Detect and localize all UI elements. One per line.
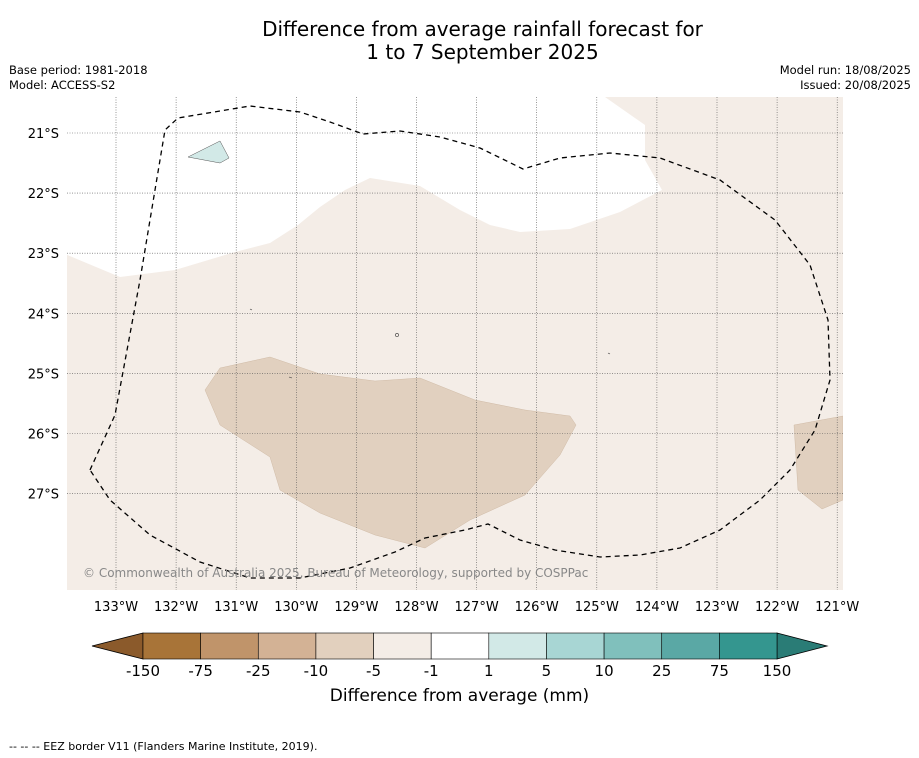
colorbar-label: Difference from average (mm) [329,686,590,706]
colorbar-segment [603,632,663,660]
colorbar-extend-high [776,632,829,660]
colorbar-tick-label: -1 [424,662,439,680]
colorbar-tick-label: 150 [763,662,792,680]
latitude-label: 21°S [28,127,59,142]
colorbar-tick-label: 1 [484,662,494,680]
minor-contours [249,308,611,379]
longitude-label: 126°W [515,600,559,615]
latitude-label: 22°S [28,187,59,202]
latitude-label: 26°S [28,428,59,443]
wet-patch-north [187,140,230,164]
map-area: © Commonwealth of Australia 2025, Bureau… [67,97,843,590]
title-line-2: 1 to 7 September 2025 [366,40,599,64]
colorbar-segment [142,632,201,660]
model-name: Model: ACCESS-S2 [9,78,116,92]
meta-right: Model run: 18/08/2025 Issued: 20/08/2025 [780,63,911,93]
model-run: Model run: 18/08/2025 [779,63,911,77]
colorbar-tick-label: 75 [710,662,729,680]
longitude-label: 132°W [154,600,198,615]
colorbar-segment [546,632,605,660]
dry-region-southwest [204,356,577,549]
colorbar-segment [200,632,259,660]
colorbar-tick-label: -5 [366,662,381,680]
longitude-label: 122°W [755,600,799,615]
longitude-label: 121°W [815,600,859,615]
longitude-label: 127°W [455,600,499,615]
chart-title: Difference from average rainfall forecas… [0,18,919,64]
colorbar-tick-label: 10 [595,662,614,680]
colorbar-tick-label: 5 [542,662,552,680]
colorbar-tick-label: -10 [304,662,329,680]
axis-labels: 133°W 132°W 131°W 130°W 129°W 128°W 127°W 126°W… [28,127,860,615]
colorbar-segment [430,632,490,660]
longitude-label: 128°W [394,600,438,615]
latitude-label: 27°S [28,488,59,503]
eez-footnote: -- -- -- EEZ border V11 (Flanders Marine… [9,740,318,753]
copyright-text: © Commonwealth of Australia 2025, Bureau… [83,566,588,580]
longitude-label: 133°W [94,600,138,615]
colorbar-segment [719,632,778,660]
longitude-label: 130°W [274,600,318,615]
latitude-label: 23°S [28,247,59,262]
longitude-label: 123°W [695,600,739,615]
dry-region-east [793,415,843,510]
colorbar-tick-label: 25 [652,662,671,680]
base-period: Base period: 1981-2018 [9,63,148,77]
colorbar-tick-label: -150 [126,662,160,680]
latitude-label: 25°S [28,367,59,382]
longitude-label: 131°W [214,600,258,615]
graticule [67,97,843,590]
colorbar-extend-low [91,632,144,660]
colorbar-tick-label: -75 [188,662,213,680]
colorbar-segment [661,632,720,660]
issued-date: Issued: 20/08/2025 [800,78,911,92]
eez-border [89,105,831,579]
latitude-label: 24°S [28,307,59,322]
longitude-label: 125°W [575,600,619,615]
colorbar-segment [488,632,547,660]
title-line-1: Difference from average rainfall forecas… [262,17,703,41]
colorbar: -150 -75 -25 -10 -5 -1 1 5 10 25 75 150 [91,632,829,680]
colorbar-segment [315,632,374,660]
longitude-label: 129°W [334,600,378,615]
longitude-label: 124°W [635,600,679,615]
no-change-region-north [67,97,662,277]
colorbar-segment [257,632,317,660]
colorbar-tick-label: -25 [246,662,271,680]
colorbar-segment [373,632,432,660]
meta-left: Base period: 1981-2018 Model: ACCESS-S2 [9,63,148,93]
